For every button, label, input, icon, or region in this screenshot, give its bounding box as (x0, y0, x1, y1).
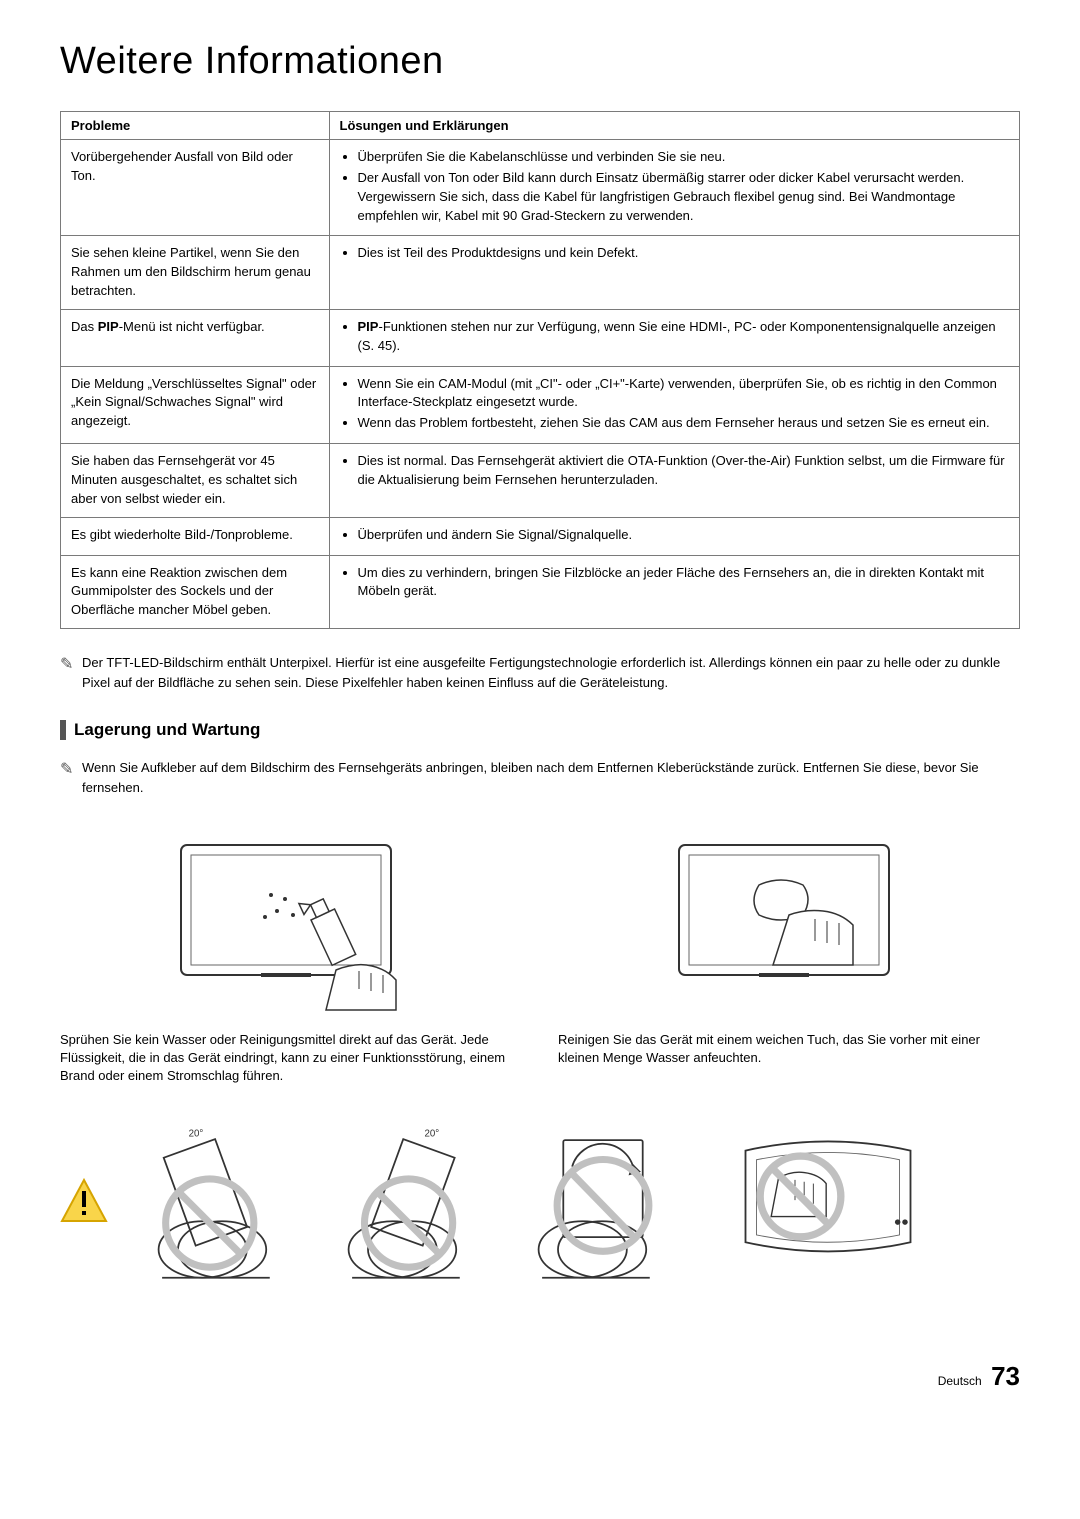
solution-item: Überprüfen und ändern Sie Signal/Signalq… (358, 526, 1009, 545)
tilt-backward-diagram: 20° (338, 1106, 488, 1301)
solution-cell: Dies ist Teil des Produktdesigns und kei… (329, 236, 1019, 310)
solution-item: Dies ist Teil des Produktdesigns und kei… (358, 244, 1009, 263)
tft-note: ✎ Der TFT-LED-Bildschirm enthält Unterpi… (60, 653, 1020, 692)
page-footer: Deutsch 73 (60, 1361, 1020, 1392)
footer-page-number: 73 (991, 1361, 1020, 1391)
footer-lang: Deutsch (938, 1374, 982, 1388)
angle-label: 20° (189, 1128, 204, 1139)
problem-cell: Es gibt wiederholte Bild-/Tonprobleme. (61, 517, 330, 555)
right-column: Reinigen Sie das Gerät mit einem weichen… (558, 825, 1020, 1086)
table-header-solutions: Lösungen und Erklärungen (329, 112, 1019, 140)
solution-cell: Überprüfen Sie die Kabelanschlüsse und v… (329, 140, 1019, 236)
cloth-caption: Reinigen Sie das Gerät mit einem weichen… (558, 1031, 1020, 1067)
table-row: Vorübergehender Ausfall von Bild oder To… (61, 140, 1020, 236)
solution-item: Dies ist normal. Das Fernsehgerät aktivi… (358, 452, 1009, 490)
spray-illustration (141, 825, 441, 1015)
problem-cell: Sie haben das Fernsehgerät vor 45 Minute… (61, 444, 330, 518)
storage-section-title: Lagerung und Wartung (74, 720, 260, 740)
problem-cell: Es kann eine Reaktion zwischen dem Gummi… (61, 555, 330, 629)
warning-diagrams: 20° 20° (60, 1106, 1020, 1301)
left-column: Sprühen Sie kein Wasser oder Reinigungsm… (60, 825, 522, 1086)
problem-cell: Vorübergehender Ausfall von Bild oder To… (61, 140, 330, 236)
problem-cell: Die Meldung „Verschlüsseltes Signal" ode… (61, 366, 330, 444)
table-header-problems: Probleme (61, 112, 330, 140)
sticker-note: ✎ Wenn Sie Aufkleber auf dem Bildschirm … (60, 758, 1020, 797)
tft-note-text: Der TFT-LED-Bildschirm enthält Unterpixe… (82, 653, 1020, 692)
table-row: Es gibt wiederholte Bild-/Tonprobleme. Ü… (61, 517, 1020, 555)
sticker-note-text: Wenn Sie Aufkleber auf dem Bildschirm de… (82, 758, 1020, 797)
section-bar-icon (60, 720, 66, 740)
solution-cell: Überprüfen und ändern Sie Signal/Signalq… (329, 517, 1019, 555)
solution-item: PIP-Funktionen stehen nur zur Verfügung,… (358, 318, 1009, 356)
solution-cell: Dies ist normal. Das Fernsehgerät aktivi… (329, 444, 1019, 518)
table-row: Sie sehen kleine Partikel, wenn Sie den … (61, 236, 1020, 310)
solution-item: Überprüfen Sie die Kabelanschlüsse und v… (358, 148, 1009, 167)
table-row: Sie haben das Fernsehgerät vor 45 Minute… (61, 444, 1020, 518)
troubleshooting-table: Probleme Lösungen und Erklärungen Vorübe… (60, 111, 1020, 629)
problem-cell: Das PIP-Menü ist nicht verfügbar. (61, 309, 330, 366)
cloth-illustration (639, 825, 939, 1015)
press-diagram (718, 1106, 938, 1301)
solution-cell: Wenn Sie ein CAM-Modul (mit „CI"- oder „… (329, 366, 1019, 444)
problem-cell: Sie sehen kleine Partikel, wenn Sie den … (61, 236, 330, 310)
table-row: Die Meldung „Verschlüsseltes Signal" ode… (61, 366, 1020, 444)
solution-cell: Um dies zu verhindern, bringen Sie Filzb… (329, 555, 1019, 629)
storage-section-header: Lagerung und Wartung (60, 720, 1020, 740)
solution-item: Wenn das Problem fortbesteht, ziehen Sie… (358, 414, 1009, 433)
angle-label: 20° (424, 1128, 439, 1139)
table-row: Es kann eine Reaktion zwischen dem Gummi… (61, 555, 1020, 629)
solution-item: Der Ausfall von Ton oder Bild kann durch… (358, 169, 1009, 226)
solution-item: Wenn Sie ein CAM-Modul (mit „CI"- oder „… (358, 375, 1009, 413)
rotate-diagram (528, 1106, 678, 1301)
table-row: Das PIP-Menü ist nicht verfügbar. PIP-Fu… (61, 309, 1020, 366)
page-title: Weitere Informationen (60, 40, 1020, 83)
solution-item: Um dies zu verhindern, bringen Sie Filzb… (358, 564, 1009, 602)
note-icon: ✎ (60, 758, 82, 797)
note-icon: ✎ (60, 653, 82, 692)
tilt-forward-diagram: 20° (148, 1106, 298, 1301)
spray-caption: Sprühen Sie kein Wasser oder Reinigungsm… (60, 1031, 522, 1086)
warning-triangle-icon (60, 1177, 108, 1230)
solution-cell: PIP-Funktionen stehen nur zur Verfügung,… (329, 309, 1019, 366)
